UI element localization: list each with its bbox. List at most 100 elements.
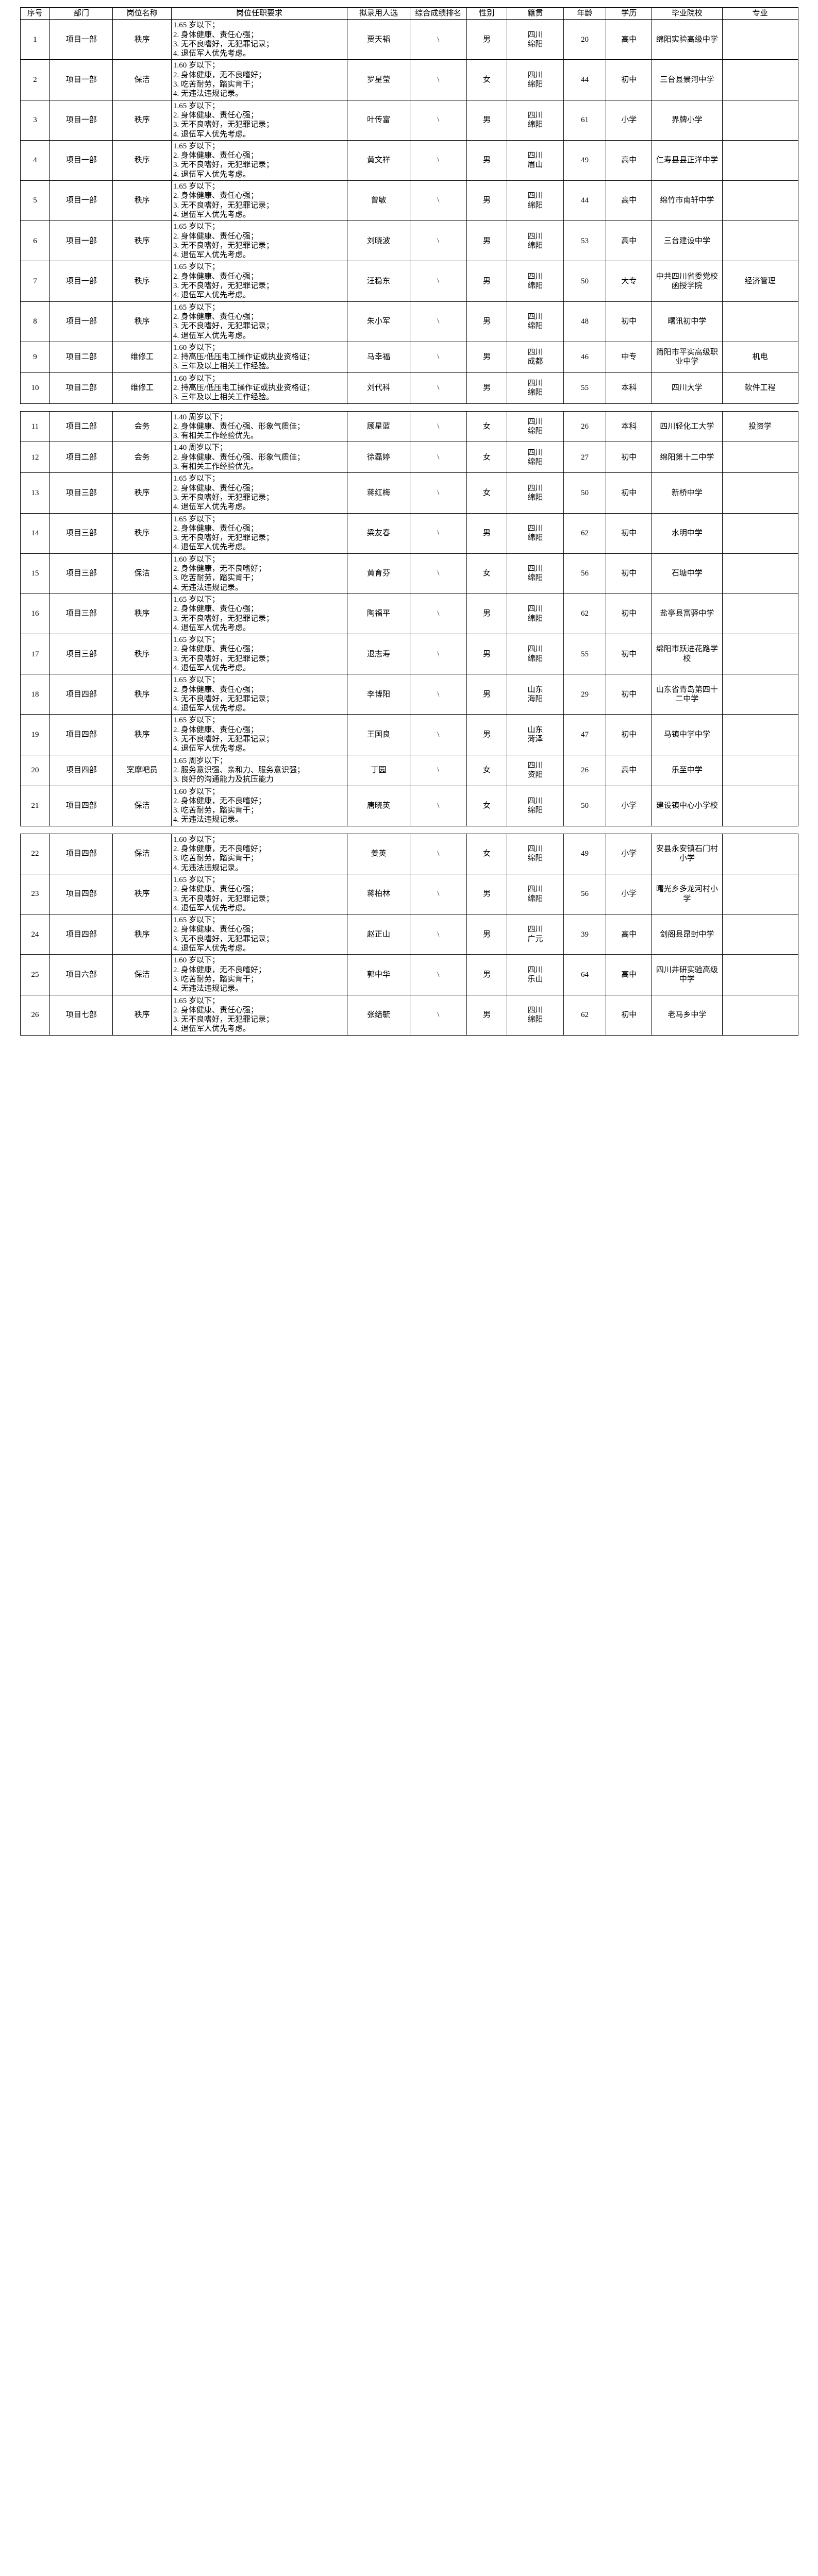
cell-rank: \ [410, 99, 467, 141]
cell-orig: 四川 绵阳 [507, 442, 564, 473]
cell-post: 秩序 [112, 140, 172, 181]
cell-edu: 初中 [606, 994, 653, 1036]
cell-dept: 项目一部 [49, 59, 113, 100]
cell-rank: \ [410, 301, 467, 342]
cell-req: 1.40 周岁以下； 2. 身体健康、责任心强、形象气质佳； 3. 有相关工作经验优… [171, 442, 348, 473]
cell-rank: \ [410, 873, 467, 915]
cell-dept: 项目一部 [49, 261, 113, 302]
cell-age: 49 [563, 833, 607, 874]
column-header-major: 专业 [722, 7, 798, 20]
cell-orig: 四川 绵阳 [507, 59, 564, 100]
cell-post: 保洁 [112, 785, 172, 826]
cell-major [722, 472, 798, 514]
cell-idx: 4 [20, 140, 51, 181]
cell-dept: 项目四部 [49, 714, 113, 755]
cell-school: 简阳市平实高级职业中学 [652, 341, 723, 373]
cell-post: 秩序 [112, 180, 172, 222]
cell-post: 秩序 [112, 994, 172, 1036]
table-row: 17 项目三部 秩序 1.65 岁以下； 2. 身体健康、责任心强； 3. 无不良嗜好，无… [20, 634, 798, 675]
cell-name: 刘晓波 [347, 221, 411, 262]
cell-sex: 男 [466, 873, 508, 915]
table-row: 24 项目四部 秩序 1.65 岁以下； 2. 身体健康、责任心强； 3. 无不良嗜好，无… [20, 914, 798, 955]
cell-edu: 初中 [606, 442, 653, 473]
cell-school: 三台县景河中学 [652, 59, 723, 100]
cell-school: 新桥中学 [652, 472, 723, 514]
cell-dept: 项目一部 [49, 301, 113, 342]
cell-rank: \ [410, 411, 467, 443]
cell-idx: 3 [20, 99, 51, 141]
cell-dept: 项目一部 [49, 221, 113, 262]
cell-edu: 高中 [606, 954, 653, 995]
cell-idx: 5 [20, 180, 51, 222]
cell-age: 27 [563, 442, 607, 473]
cell-name: 退志寿 [347, 634, 411, 675]
table-row: 25 项目六部 保洁 1.60 岁以下； 2. 身体健康，无不良嗜好； 3. 吃苦耐劳，踏… [20, 954, 798, 995]
cell-idx: 13 [20, 472, 51, 514]
table-row: 26 项目七部 秩序 1.65 岁以下； 2. 身体健康、责任心强； 3. 无不良嗜好，无… [20, 994, 798, 1036]
cell-age: 26 [563, 411, 607, 443]
cell-dept: 项目一部 [49, 180, 113, 222]
column-header-school: 毕业院校 [652, 7, 723, 20]
cell-dept: 项目二部 [49, 411, 113, 443]
cell-rank: \ [410, 785, 467, 826]
cell-name: 赵正山 [347, 914, 411, 955]
cell-age: 44 [563, 59, 607, 100]
cell-school: 曙讯初中学 [652, 301, 723, 342]
cell-orig: 四川 绵阳 [507, 180, 564, 222]
cell-req: 1.65 岁以下； 2. 身体健康、责任心强； 3. 无不良嗜好，无犯罪记录； 4. … [171, 301, 348, 342]
table-row: 13 项目三部 秩序 1.65 岁以下； 2. 身体健康、责任心强； 3. 无不良嗜好，无… [20, 472, 798, 514]
cell-name: 曾敏 [347, 180, 411, 222]
cell-orig: 四川 绵阳 [507, 634, 564, 675]
cell-major [722, 994, 798, 1036]
cell-post: 保洁 [112, 954, 172, 995]
cell-edu: 初中 [606, 634, 653, 675]
cell-dept: 项目四部 [49, 873, 113, 915]
cell-orig: 四川 绵阳 [507, 994, 564, 1036]
cell-rank: \ [410, 341, 467, 373]
table-row: 16 项目三部 秩序 1.65 岁以下； 2. 身体健康、责任心强； 3. 无不良嗜好，无… [20, 593, 798, 635]
column-header-edu: 学历 [606, 7, 653, 20]
cell-name: 李博阳 [347, 674, 411, 715]
cell-post: 秩序 [112, 19, 172, 60]
cell-req: 1.65 岁以下； 2. 身体健康、责任心强； 3. 无不良嗜好，无犯罪记录； 4. … [171, 873, 348, 915]
cell-rank: \ [410, 472, 467, 514]
cell-name: 罗星莹 [347, 59, 411, 100]
cell-req: 1.65 岁以下； 2. 身体健康、责任心强； 3. 无不良嗜好，无犯罪记录； 4. … [171, 221, 348, 262]
cell-name: 顾星蓝 [347, 411, 411, 443]
cell-school: 界牌小学 [652, 99, 723, 141]
column-header-rank: 综合成绩排名 [410, 7, 467, 20]
cell-req: 1.60 岁以下； 2. 身体健康，无不良嗜好； 3. 吃苦耐劳，踏实肯干； 4. 无… [171, 553, 348, 594]
recruitment-table-block: 11 项目二部 会务 1.40 周岁以下； 2. 身体健康、责任心强、形象气质佳； 3. … [20, 411, 798, 826]
cell-dept: 项目二部 [49, 341, 113, 373]
cell-orig: 四川 乐山 [507, 954, 564, 995]
cell-school: 仁寿县县正洋中学 [652, 140, 723, 181]
cell-school: 石塘中学 [652, 553, 723, 594]
cell-edu: 小学 [606, 785, 653, 826]
cell-name: 叶传富 [347, 99, 411, 141]
table-row: 6 项目一部 秩序 1.65 岁以下； 2. 身体健康、责任心强； 3. 无不良嗜好，无犯… [20, 221, 798, 262]
cell-major [722, 873, 798, 915]
cell-req: 1.65 周岁以下； 2. 服务意识强、亲和力、服务意识强； 3. 良好的沟通能力及… [171, 754, 348, 786]
column-header-post: 岗位名称 [112, 7, 172, 20]
cell-post: 秩序 [112, 914, 172, 955]
cell-edu: 中专 [606, 341, 653, 373]
cell-major: 软件工程 [722, 372, 798, 404]
cell-sex: 男 [466, 140, 508, 181]
cell-orig: 四川 绵阳 [507, 221, 564, 262]
cell-req: 1.60 岁以下； 2. 身体健康，无不良嗜好； 3. 吃苦耐劳，踏实肯干； 4. 无… [171, 785, 348, 826]
cell-edu: 高中 [606, 140, 653, 181]
cell-req: 1.65 岁以下； 2. 身体健康、责任心强； 3. 无不良嗜好，无犯罪记录； 4. … [171, 180, 348, 222]
cell-idx: 9 [20, 341, 51, 373]
cell-post: 秩序 [112, 261, 172, 302]
recruitment-table-page: 序号 部门 岗位名称 岗位任职要求 拟录用人选 综合成绩排名 性别 籍贯 年龄 学历 毕业院校 专业 1… [0, 0, 818, 1045]
cell-dept: 项目一部 [49, 140, 113, 181]
cell-post: 会务 [112, 411, 172, 443]
cell-sex: 男 [466, 714, 508, 755]
cell-name: 蒋柏林 [347, 873, 411, 915]
cell-major: 投资学 [722, 411, 798, 443]
column-header-name: 拟录用人选 [347, 7, 411, 20]
table-row: 15 项目三部 保洁 1.60 岁以下； 2. 身体健康，无不良嗜好； 3. 吃苦耐劳，踏… [20, 553, 798, 594]
cell-rank: \ [410, 553, 467, 594]
cell-edu: 本科 [606, 411, 653, 443]
cell-major [722, 301, 798, 342]
